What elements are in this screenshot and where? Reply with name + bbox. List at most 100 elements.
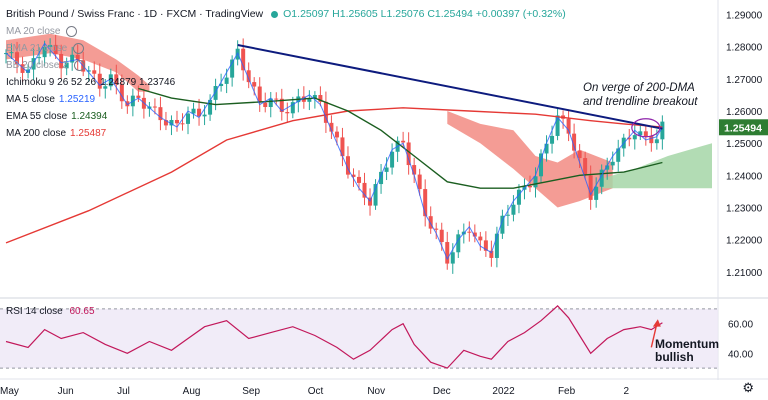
candle-down — [119, 84, 124, 102]
last-price-badge — [719, 119, 768, 136]
price-tick-label: 1.28000 — [726, 43, 763, 54]
candle-up — [450, 252, 455, 264]
candle-up — [605, 165, 610, 170]
candle-down — [15, 52, 20, 65]
ichimoku-cloud-bullish — [601, 143, 712, 189]
breakout-annotation-line1: On verge of 200-DMA — [583, 82, 695, 94]
hidden-eye-icon[interactable] — [73, 42, 85, 54]
candle-down — [75, 54, 80, 61]
price-tick-label: 1.29000 — [726, 10, 763, 21]
candle-up — [384, 167, 389, 172]
rsi-label: RSI 14 close — [6, 306, 63, 317]
candle-down — [489, 250, 494, 258]
candle-up — [219, 83, 224, 87]
candle-down — [241, 48, 246, 71]
rsi-tick-label: 60.00 — [728, 320, 753, 331]
legend-row[interactable]: MA 20 close — [6, 23, 566, 40]
candle-up — [373, 184, 378, 206]
candle-down — [588, 175, 593, 200]
rsi-line — [5, 305, 663, 369]
legend-row[interactable]: EMA 21 close — [6, 40, 566, 57]
candle-down — [572, 133, 577, 151]
legend-row[interactable]: MA 200 close 1.25487 — [6, 125, 566, 142]
candle-up — [42, 47, 47, 58]
settings-gear-icon[interactable]: ⚙ — [742, 380, 754, 395]
ichimoku-cloud-bearish — [447, 111, 613, 208]
candle-down — [401, 140, 406, 143]
rsi-band — [0, 308, 718, 369]
candle-down — [649, 136, 654, 144]
time-tick-label: 2022 — [492, 386, 515, 397]
ma5-line — [5, 42, 663, 261]
candle-up — [494, 233, 499, 258]
candle-down — [53, 44, 58, 55]
momentum-annotation-line1: Momentum — [655, 337, 719, 351]
candle-up — [555, 115, 560, 136]
momentum-annotation: Momentum bullish — [655, 338, 719, 364]
legend-label: MA 200 close — [6, 128, 67, 139]
candle-down — [152, 106, 157, 108]
candle-down — [428, 216, 433, 229]
candle-down — [467, 231, 472, 233]
candle-down — [417, 174, 422, 190]
rsi-value: 60.65 — [69, 306, 95, 317]
candle-up — [70, 54, 75, 63]
price-tick-label: 1.22000 — [726, 236, 763, 247]
candle-down — [566, 118, 571, 134]
candle-up — [64, 62, 69, 69]
candle-down — [643, 131, 648, 137]
candle-up — [213, 86, 218, 100]
candle-up — [610, 161, 615, 166]
candle-up — [290, 102, 295, 114]
candle-up — [31, 58, 36, 70]
candle-up — [186, 113, 191, 124]
legend-row[interactable]: MA 5 close 1.25219 — [6, 91, 566, 108]
ohlc-readout: O1.25097 H1.25605 L1.25076 C1.25494 +0.0… — [283, 8, 566, 20]
time-tick-label: Jul — [117, 386, 130, 397]
legend-row[interactable]: EMA 55 close 1.24394 — [6, 108, 566, 125]
candle-up — [456, 234, 461, 253]
candle-up — [103, 86, 108, 89]
candle-down — [92, 70, 97, 74]
candle-down — [285, 112, 290, 114]
candle-down — [583, 158, 588, 176]
ma200-line — [5, 107, 663, 244]
candle-down — [577, 150, 582, 159]
momentum-arrow-head — [652, 319, 661, 327]
candle-up — [511, 204, 516, 215]
candle-up — [539, 153, 544, 177]
time-tick-label: Dec — [433, 386, 451, 397]
candle-up — [390, 151, 395, 168]
legend-row[interactable]: BB 20 close 2 — [6, 57, 566, 74]
legend-row[interactable]: Ichimoku 9 26 52 26 1.24879 1.23746 — [6, 74, 566, 91]
symbol-title: British Pound / Swiss Franc · 1D · FXCM … — [6, 8, 264, 20]
time-tick-label: May — [0, 386, 19, 397]
candle-up — [108, 74, 113, 87]
candle-down — [318, 95, 323, 102]
breakout-annotation: On verge of 200-DMA and trendline breako… — [583, 81, 697, 109]
legend-label: MA 5 close — [6, 94, 55, 105]
candle-down — [20, 64, 25, 73]
price-tick-label: 1.25000 — [726, 139, 763, 150]
candle-up — [632, 135, 637, 140]
candle-up — [533, 176, 538, 188]
breakout-ellipse — [631, 118, 661, 138]
candle-down — [423, 189, 428, 217]
candle-down — [351, 174, 356, 177]
price-tick-label: 1.21000 — [726, 268, 763, 279]
candle-down — [174, 119, 179, 124]
candle-up — [86, 70, 91, 72]
time-tick-label: Sep — [242, 386, 260, 397]
candle-up — [312, 95, 317, 99]
candle-down — [163, 120, 168, 126]
time-tick-label: 2 — [623, 386, 629, 397]
hidden-eye-icon[interactable] — [73, 59, 85, 71]
rsi-tick-label: 40.00 — [728, 349, 753, 360]
candle-up — [9, 52, 14, 54]
legend-label: MA 20 close — [6, 26, 61, 37]
candle-up — [268, 98, 273, 108]
market-status-icon — [271, 10, 279, 18]
legend-label: EMA 55 close — [6, 111, 68, 122]
hidden-eye-icon[interactable] — [66, 25, 78, 37]
